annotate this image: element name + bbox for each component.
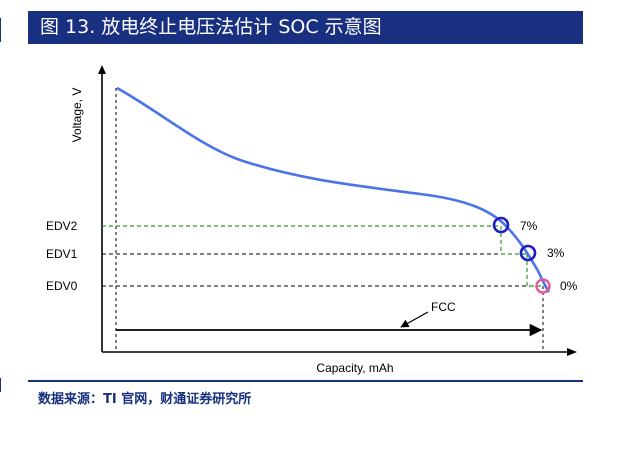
edv2-percent: 7% xyxy=(520,219,538,233)
edv0-label: EDV0 xyxy=(46,279,78,293)
edv2-to-edv1-step xyxy=(500,226,527,255)
edv0-percent: 0% xyxy=(560,279,578,293)
source-note: 数据来源：TI 官网，财通证券研究所 xyxy=(38,392,252,407)
edv1-percent: 3% xyxy=(547,246,565,260)
fcc-pointer xyxy=(400,311,429,328)
y-axis-arrowhead xyxy=(98,65,106,74)
edv1-label: EDV1 xyxy=(46,247,78,261)
edv1-marker xyxy=(519,244,537,262)
bottom-rule xyxy=(28,380,583,382)
edv0-marker xyxy=(535,278,551,294)
edv2-marker xyxy=(492,216,510,234)
figure-title: 图 13. 放电终止电压法估计 SOC 示意图 xyxy=(28,11,583,44)
left-margin-tick-top xyxy=(0,18,1,42)
edv2-label: EDV2 xyxy=(46,219,78,233)
fcc-label: FCC xyxy=(431,300,456,314)
x-axis-label: Capacity, mAh xyxy=(316,361,393,375)
x-axis-arrowhead xyxy=(567,348,577,356)
left-margin-tick-bottom xyxy=(0,378,1,392)
discharge-curve xyxy=(116,86,551,293)
y-axis-label: Voltage, V xyxy=(70,88,84,143)
